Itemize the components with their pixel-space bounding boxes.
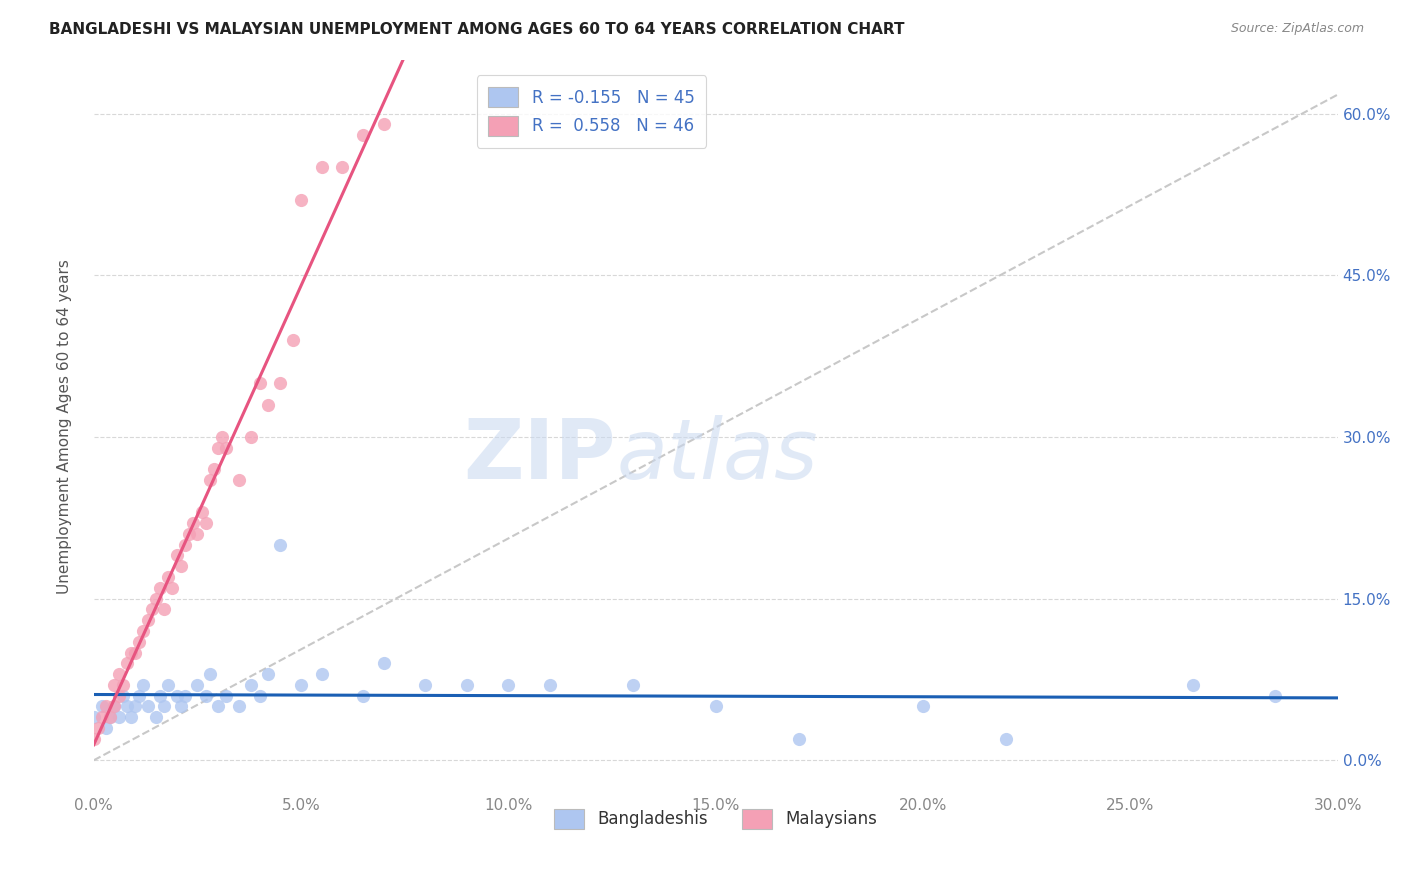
Point bbox=[91, 699, 114, 714]
Point bbox=[98, 710, 121, 724]
Point bbox=[1181, 678, 1204, 692]
Point bbox=[190, 505, 212, 519]
Point bbox=[115, 657, 138, 671]
Point bbox=[228, 473, 250, 487]
Point bbox=[198, 667, 221, 681]
Point bbox=[153, 699, 176, 714]
Point bbox=[111, 689, 134, 703]
Point bbox=[332, 161, 354, 175]
Point bbox=[166, 549, 188, 563]
Point bbox=[240, 430, 263, 444]
Point bbox=[145, 591, 167, 606]
Point bbox=[166, 689, 188, 703]
Point bbox=[94, 699, 117, 714]
Point bbox=[198, 473, 221, 487]
Point bbox=[177, 527, 200, 541]
Point bbox=[269, 376, 291, 390]
Point bbox=[311, 161, 333, 175]
Point bbox=[141, 602, 163, 616]
Point bbox=[240, 678, 263, 692]
Point bbox=[174, 538, 197, 552]
Point bbox=[215, 441, 238, 455]
Point bbox=[249, 689, 271, 703]
Point bbox=[103, 699, 125, 714]
Point bbox=[87, 721, 110, 735]
Point bbox=[415, 678, 437, 692]
Point bbox=[174, 689, 197, 703]
Point bbox=[115, 699, 138, 714]
Point bbox=[194, 689, 217, 703]
Text: atlas: atlas bbox=[616, 415, 818, 496]
Point bbox=[124, 646, 146, 660]
Text: ZIP: ZIP bbox=[464, 415, 616, 496]
Point bbox=[249, 376, 271, 390]
Point bbox=[170, 559, 193, 574]
Point bbox=[83, 710, 105, 724]
Text: BANGLADESHI VS MALAYSIAN UNEMPLOYMENT AMONG AGES 60 TO 64 YEARS CORRELATION CHAR: BANGLADESHI VS MALAYSIAN UNEMPLOYMENT AM… bbox=[49, 22, 904, 37]
Point bbox=[498, 678, 520, 692]
Point bbox=[456, 678, 478, 692]
Point bbox=[373, 657, 395, 671]
Point bbox=[98, 710, 121, 724]
Point bbox=[207, 441, 229, 455]
Point bbox=[145, 710, 167, 724]
Point bbox=[128, 689, 150, 703]
Point bbox=[149, 581, 172, 595]
Point bbox=[181, 516, 204, 530]
Point bbox=[103, 678, 125, 692]
Legend: Bangladeshis, Malaysians: Bangladeshis, Malaysians bbox=[548, 802, 883, 836]
Point bbox=[911, 699, 934, 714]
Point bbox=[202, 462, 225, 476]
Y-axis label: Unemployment Among Ages 60 to 64 years: Unemployment Among Ages 60 to 64 years bbox=[58, 259, 72, 593]
Point bbox=[215, 689, 238, 703]
Point bbox=[373, 117, 395, 131]
Point bbox=[787, 731, 810, 746]
Point bbox=[186, 678, 208, 692]
Point bbox=[153, 602, 176, 616]
Point bbox=[170, 699, 193, 714]
Point bbox=[107, 689, 129, 703]
Point bbox=[91, 710, 114, 724]
Text: Source: ZipAtlas.com: Source: ZipAtlas.com bbox=[1230, 22, 1364, 36]
Point bbox=[269, 538, 291, 552]
Point bbox=[281, 333, 304, 347]
Point bbox=[290, 678, 312, 692]
Point bbox=[186, 527, 208, 541]
Point bbox=[207, 699, 229, 714]
Point bbox=[352, 689, 374, 703]
Point bbox=[290, 193, 312, 207]
Point bbox=[704, 699, 727, 714]
Point bbox=[107, 710, 129, 724]
Point bbox=[124, 699, 146, 714]
Point bbox=[128, 634, 150, 648]
Point bbox=[194, 516, 217, 530]
Point bbox=[621, 678, 644, 692]
Point bbox=[120, 710, 142, 724]
Point bbox=[107, 667, 129, 681]
Point bbox=[111, 678, 134, 692]
Point bbox=[157, 678, 180, 692]
Point bbox=[352, 128, 374, 142]
Point bbox=[994, 731, 1017, 746]
Point bbox=[103, 699, 125, 714]
Point bbox=[157, 570, 180, 584]
Point bbox=[136, 699, 159, 714]
Point bbox=[257, 667, 280, 681]
Point bbox=[94, 721, 117, 735]
Point bbox=[149, 689, 172, 703]
Point bbox=[83, 731, 105, 746]
Point bbox=[257, 398, 280, 412]
Point bbox=[120, 646, 142, 660]
Point bbox=[538, 678, 561, 692]
Point bbox=[228, 699, 250, 714]
Point bbox=[311, 667, 333, 681]
Point bbox=[132, 624, 155, 638]
Point bbox=[136, 613, 159, 627]
Point bbox=[162, 581, 184, 595]
Point bbox=[211, 430, 233, 444]
Point bbox=[1264, 689, 1286, 703]
Point bbox=[132, 678, 155, 692]
